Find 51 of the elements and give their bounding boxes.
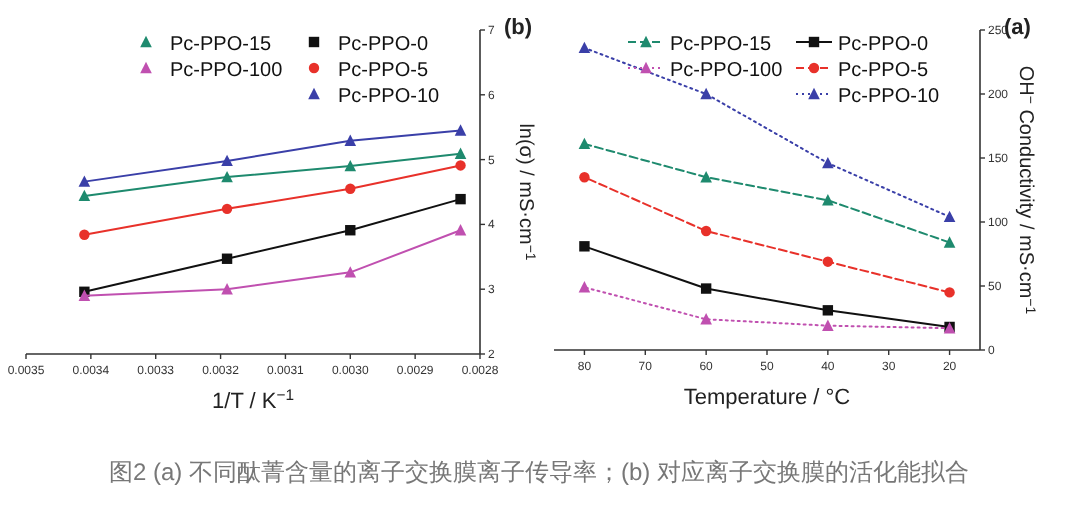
point [822, 156, 834, 169]
point [78, 175, 91, 187]
point [822, 305, 834, 316]
point [822, 319, 834, 331]
legend-label: Pc-PPO-0 [338, 34, 429, 56]
point [700, 313, 712, 325]
legend-label: Pc-PPO-5 [838, 60, 929, 82]
point [345, 183, 356, 194]
point [454, 147, 467, 159]
point [578, 137, 591, 150]
point [78, 189, 91, 202]
point [700, 283, 712, 294]
point [79, 229, 90, 240]
point [822, 256, 834, 267]
legend-label: Pc-PPO-5 [338, 60, 429, 82]
point [944, 287, 955, 298]
point [221, 203, 233, 215]
point [455, 160, 466, 171]
x-axis-title: 1/T / K$^{−1}$ [212, 385, 294, 414]
point [700, 87, 712, 100]
legend-label: Pc-PPO-0 [838, 34, 929, 56]
point [578, 281, 591, 293]
point [700, 225, 712, 237]
point [454, 224, 467, 236]
point [344, 134, 357, 147]
legend-label: Pc-PPO-100 [170, 60, 284, 82]
point [221, 154, 233, 167]
legend-label: Pc-PPO-15 [670, 34, 773, 56]
point [345, 225, 356, 236]
chart-title: (b) [504, 16, 533, 40]
legend-label: Pc-PPO-15 [170, 34, 273, 56]
point [455, 193, 466, 205]
point [344, 266, 357, 278]
point [579, 241, 590, 252]
legend-label: Pc-PPO-100 [670, 60, 784, 82]
legend-label: Pc-PPO-10 [338, 86, 441, 108]
point [344, 159, 357, 172]
caption: 图2 (a) 不同酞菁含量的离子交换膜离子传导率；(b) 对应离子交换膜的活化能拟合 [108, 458, 970, 486]
point [221, 253, 233, 264]
point [943, 236, 956, 248]
point [822, 194, 834, 206]
point [454, 124, 467, 136]
point [221, 170, 233, 183]
point [579, 172, 590, 183]
x-axis-title: Temperature / °C [683, 386, 851, 410]
point [700, 171, 712, 183]
point [943, 210, 956, 223]
point [578, 41, 591, 54]
chart-title: (a) [1004, 16, 1032, 40]
point [221, 283, 233, 295]
legend-label: Pc-PPO-10 [838, 86, 941, 108]
